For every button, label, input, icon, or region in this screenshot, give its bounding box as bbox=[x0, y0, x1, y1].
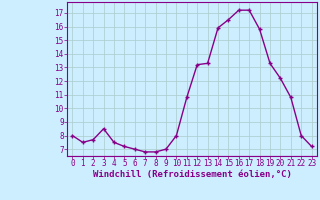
X-axis label: Windchill (Refroidissement éolien,°C): Windchill (Refroidissement éolien,°C) bbox=[92, 170, 292, 179]
